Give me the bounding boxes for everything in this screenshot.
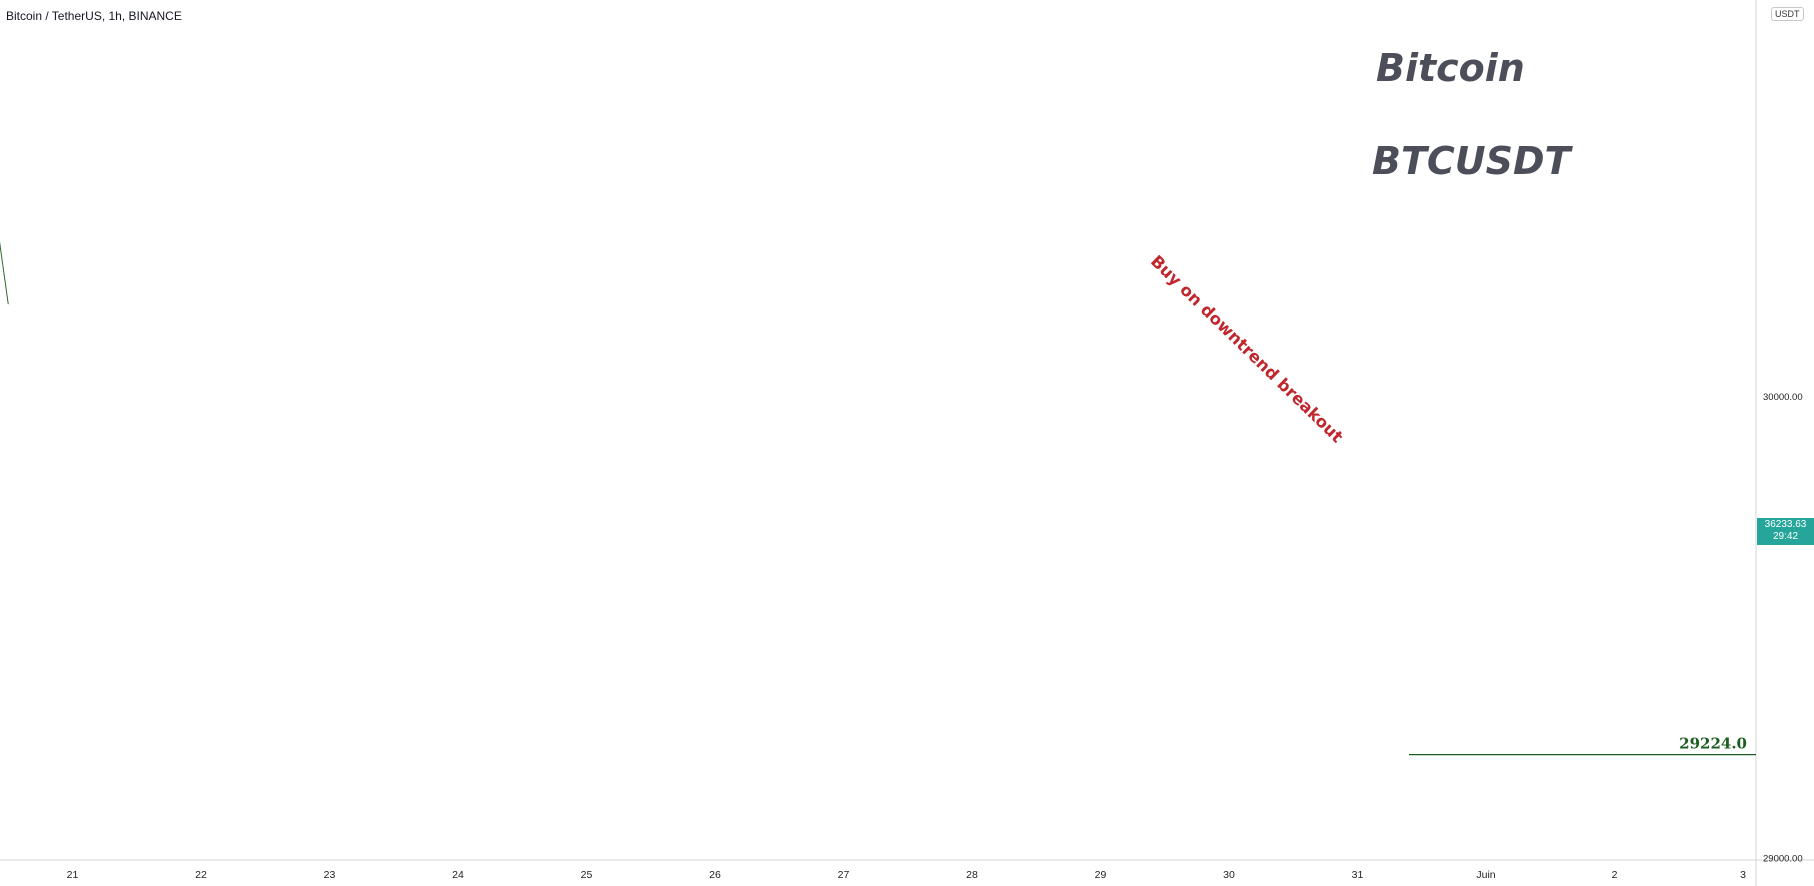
trendline-label: Buy on downtrend breakout [1147,252,1347,447]
x-tick-label: 22 [195,869,207,881]
x-tick-label: 2 [1612,869,1618,881]
level-label: 29224.0 [1679,735,1747,753]
annotation-title-bitcoin: Bitcoin [1376,46,1525,90]
symbol-title: Bitcoin / TetherUS, 1h, BINANCE [6,9,182,23]
last-price-value: 36233.63 [1764,519,1807,530]
y-tick-label: 29000.00 [1763,854,1803,865]
y-tick-label: 30000.00 [1763,392,1803,403]
x-tick-label: 25 [581,869,593,881]
x-tick-label: 3 [1740,869,1746,881]
x-tick-label: 27 [838,869,850,881]
target-levels: TP 47050.0TP 40816.0TP 38300.0Pullback 3… [1409,735,1756,756]
x-tick-label: 21 [67,869,79,881]
x-tick-label: 31 [1352,869,1364,881]
x-tick-label: 28 [966,869,978,881]
currency-unit-badge[interactable]: USDT [1771,7,1804,21]
last-price-tag: 36233.63 29:42 [1757,518,1814,545]
bar-countdown: 29:42 [1772,531,1799,542]
x-tick-label: 26 [709,869,721,881]
annotation-title-btcusdt: BTCUSDT [1372,139,1571,183]
y-axis: 29000.0030000.0031000.0032000.0033000.00… [1763,392,1803,865]
x-tick-label: 30 [1223,869,1235,881]
x-tick-label: 23 [324,869,336,881]
falling-support-line [0,241,9,305]
x-tick-label: 29 [1095,869,1107,881]
x-tick-label: Juin [1476,869,1495,881]
price-level: 29224.0 [1409,735,1756,756]
x-axis: 21 22 23 24 25 26 27 28 29 30 31 Juin 2 3 [67,869,1746,881]
x-tick-label: 24 [452,869,464,881]
